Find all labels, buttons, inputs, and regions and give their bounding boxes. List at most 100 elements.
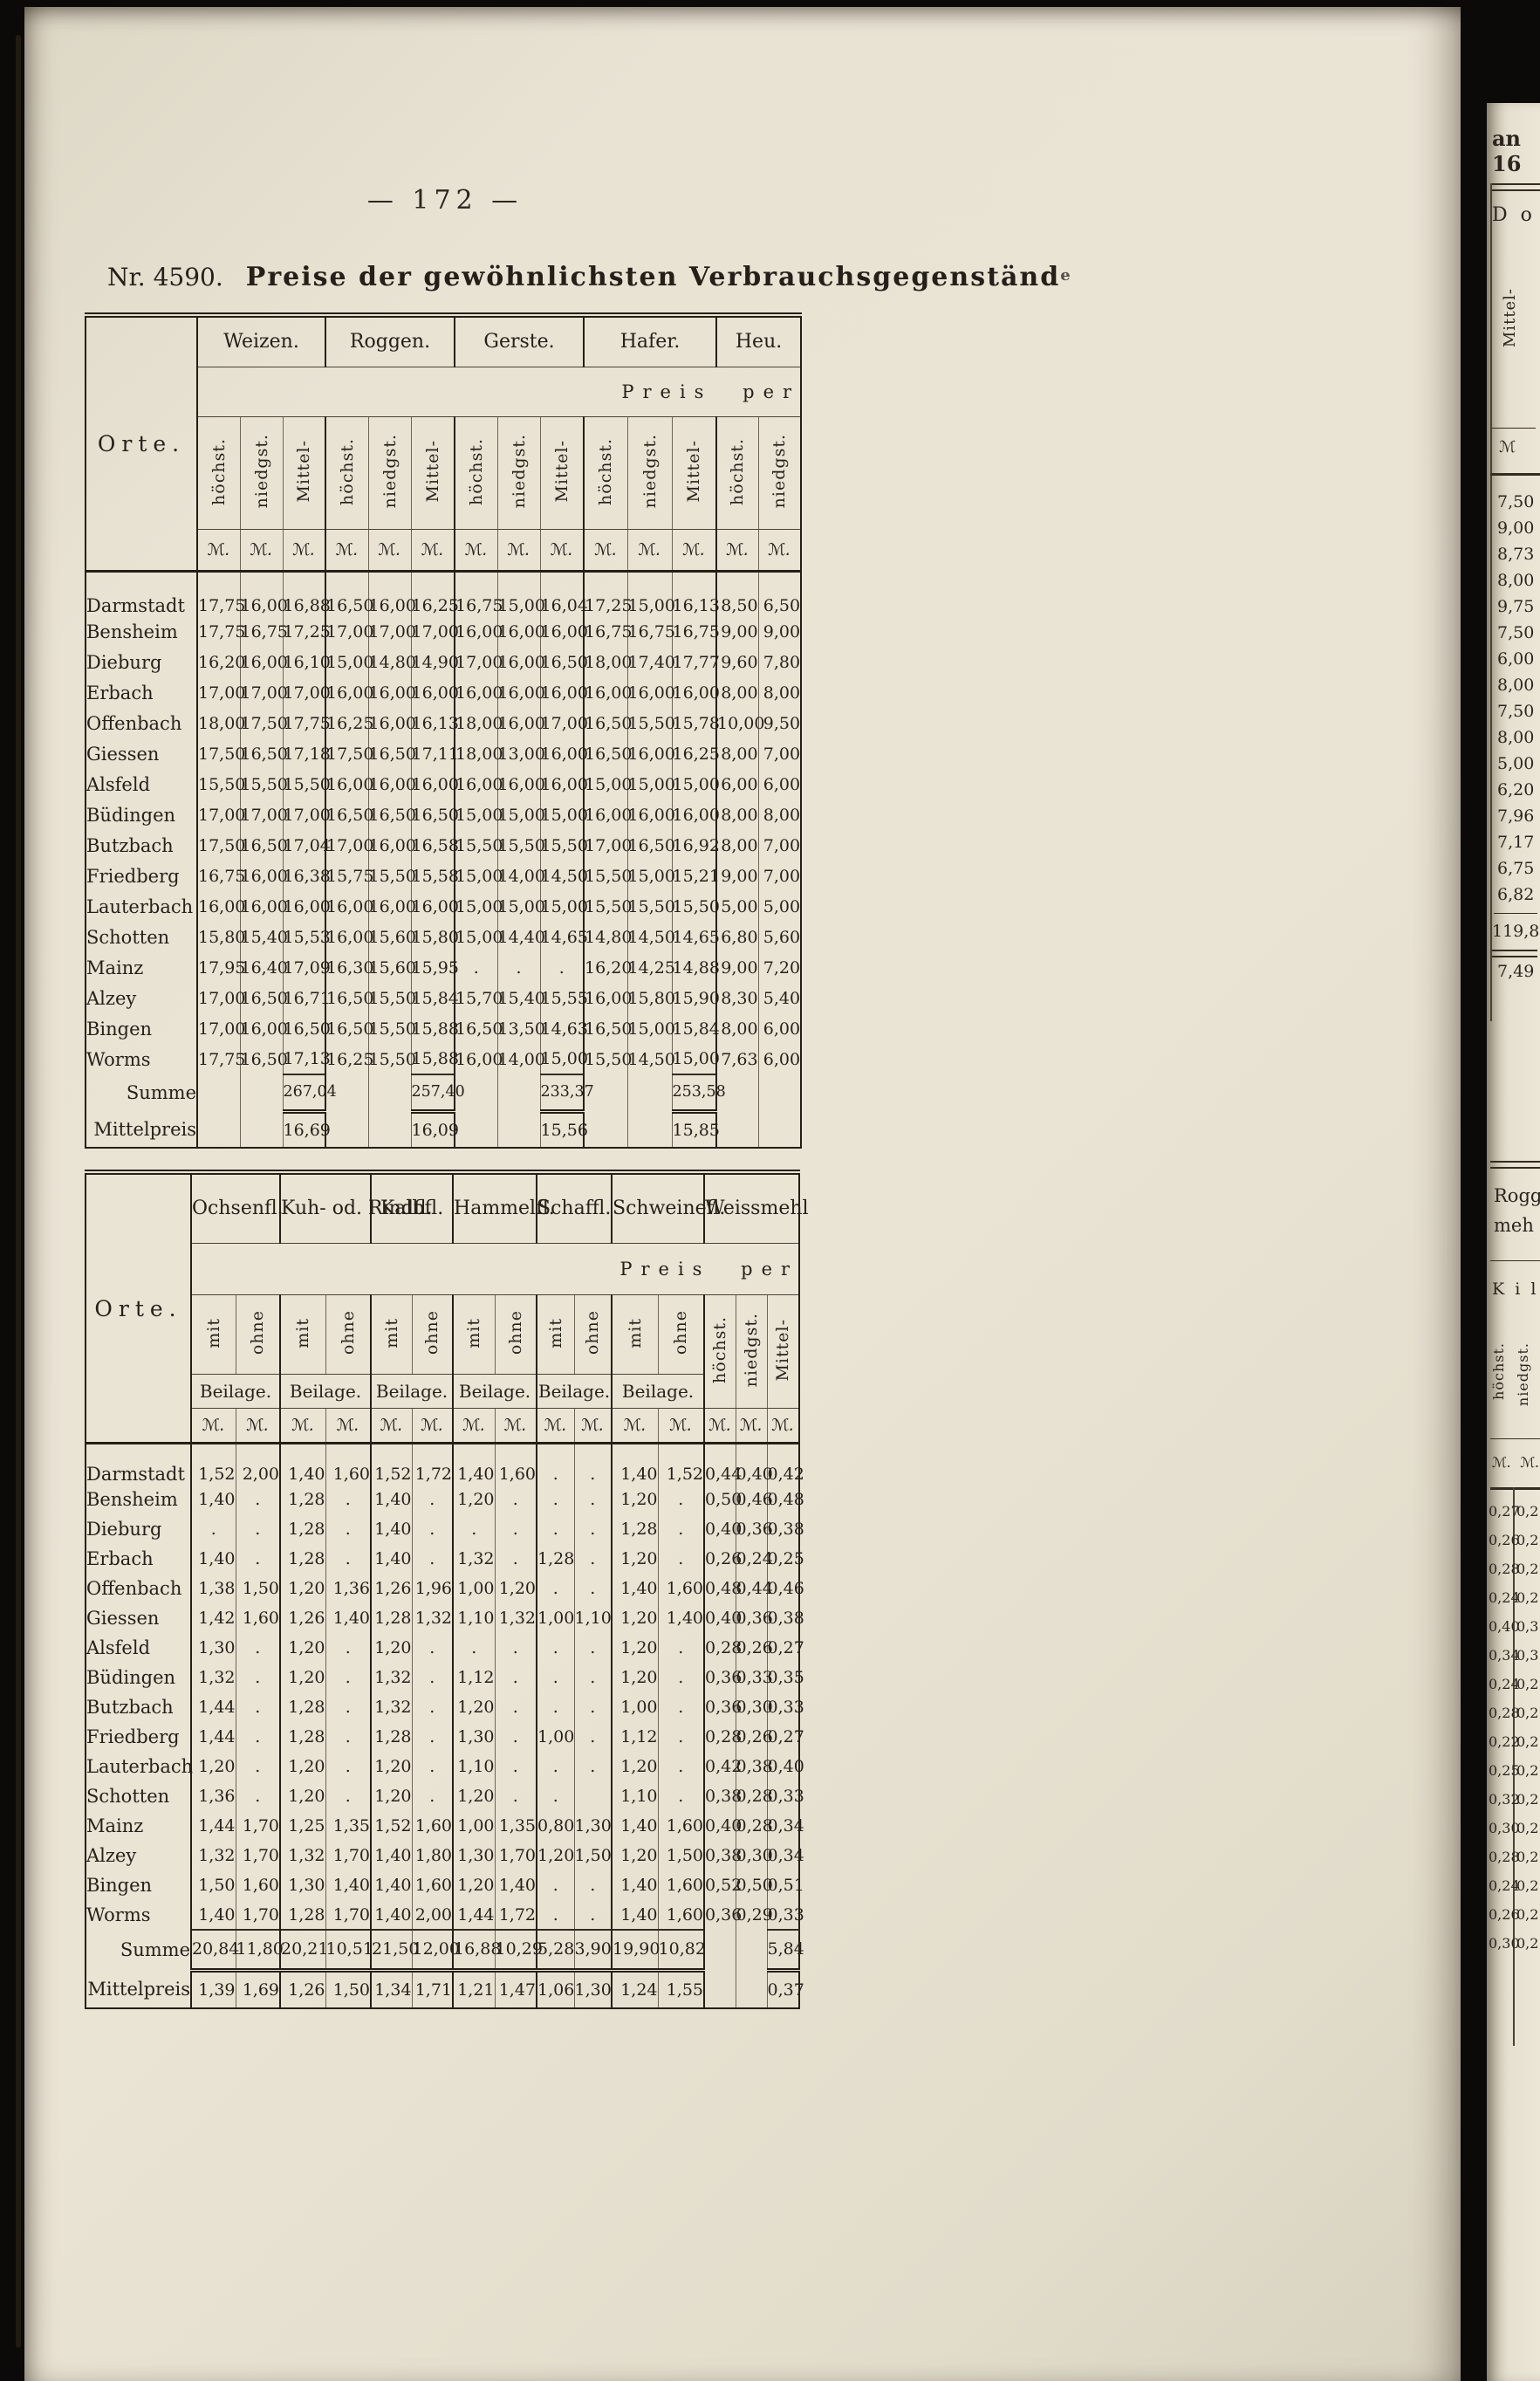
- right-page-rule: [1490, 183, 1540, 191]
- right-page-rule: [1492, 950, 1537, 957]
- currency-header: ℳ.: [410, 529, 455, 573]
- summe-value-cell: 5,28: [536, 1929, 574, 1970]
- value-cell: 16,00: [325, 922, 373, 952]
- value-cell: 1,40: [657, 1603, 705, 1633]
- value-cell: 14,40: [496, 922, 545, 952]
- value-cell: 16,58: [410, 830, 459, 861]
- right-page-rule: [1490, 1487, 1540, 1490]
- value-cell: 0,34: [766, 1841, 804, 1870]
- mittelpreis-value-cell: 16,69: [282, 1108, 331, 1148]
- rotated-column-header: mit: [279, 1294, 326, 1375]
- table-row: Bensheim 17,75 16,75 17,25 17,00 17,00 17,00 16…: [86, 616, 802, 647]
- mark-symbol: ℳ.: [462, 1416, 486, 1435]
- value-cell: 16,50: [325, 571, 373, 616]
- value-cell: 1,10: [452, 1603, 496, 1633]
- value-cell: 8,00: [757, 799, 802, 830]
- right-page-pair-row: 0,250,2: [1489, 1762, 1538, 1779]
- value-cell: 15,00: [454, 922, 503, 952]
- value-cell: 17,00: [454, 647, 503, 677]
- pair-value-1: 0,30: [1489, 1820, 1520, 1836]
- value-cell: 15,40: [239, 922, 288, 952]
- value-cell: 1,40: [198, 1549, 236, 1568]
- summe-value-cell: 10,51: [325, 1929, 373, 1970]
- rotated-column-header: Mittel-: [410, 416, 455, 530]
- value-cell: 17,00: [198, 683, 246, 703]
- value-cell: 1,52: [657, 1443, 705, 1485]
- value-cell: 18,00: [454, 738, 503, 769]
- value-cell: 17,00: [325, 830, 373, 861]
- value-cell: 1,00: [452, 1574, 496, 1603]
- value-cell: 17,50: [198, 744, 246, 764]
- mark-symbol: ℳ.: [335, 540, 359, 559]
- currency-header: ℳ.: [191, 1408, 236, 1444]
- right-page-rule: [1494, 913, 1537, 914]
- currency-header: ℳ.: [494, 1408, 537, 1444]
- table-row: Offenbach 18,00 17,50 17,75 16,25 16,00 16,13 1…: [86, 708, 802, 738]
- value-cell: .: [235, 1663, 281, 1692]
- value-cell: 16,00: [367, 769, 416, 799]
- value-cell: 16,88: [282, 571, 331, 616]
- mittelpreis-value-cell: [325, 1111, 369, 1148]
- value-cell: .: [210, 1520, 216, 1539]
- ort-cell: Büdingen: [86, 799, 198, 830]
- value-cell: 13,50: [496, 1013, 545, 1044]
- currency-header: ℳ.: [539, 529, 585, 573]
- summe-value-cell: 233,37: [539, 1074, 594, 1111]
- mittelpreis-value-cell: [454, 1111, 498, 1148]
- value-cell: 15,00: [626, 861, 675, 891]
- mark-symbol: ℳ.: [726, 540, 749, 559]
- summe-value-cell: [197, 1074, 240, 1111]
- value-cell: 1,40: [494, 1870, 537, 1900]
- value-cell: 17,00: [325, 616, 373, 647]
- mittelpreis-label: Mittelpreis: [86, 1111, 198, 1148]
- value-cell: 9,00: [715, 861, 759, 891]
- value-cell: .: [657, 1633, 705, 1663]
- value-cell: 7,00: [757, 738, 802, 769]
- value-cell: 6,80: [715, 922, 759, 952]
- ort-cell: Butzbach: [86, 1692, 192, 1722]
- value-cell: 15,75: [325, 861, 373, 891]
- summe-value-cell: 20,84: [191, 1929, 239, 1970]
- column-group-header: Gerste.: [454, 315, 585, 367]
- value-cell: 1,12: [611, 1722, 659, 1752]
- value-cell: .: [573, 1485, 613, 1514]
- value-cell: 14,00: [496, 1044, 545, 1074]
- column-group-header: Roggen.: [325, 315, 455, 367]
- rotated-label: höchst.: [728, 437, 748, 505]
- value-cell: 16,50: [583, 738, 632, 769]
- right-page-mittel: 7,49: [1497, 962, 1535, 981]
- summe-value-cell: [583, 1074, 628, 1111]
- value-cell: 15,84: [671, 1013, 720, 1044]
- value-cell: .: [573, 1514, 613, 1544]
- value-cell: 16,50: [325, 1013, 373, 1044]
- ort-cell: Alzey: [86, 1841, 192, 1870]
- value-cell: 15,50: [454, 830, 503, 861]
- rotated-column-header: Mittel-: [282, 416, 326, 530]
- value-cell: 15,00: [539, 799, 588, 830]
- right-page-top-fragment: an 16: [1492, 126, 1522, 176]
- value-cell: 0,26: [735, 1722, 773, 1752]
- value-cell: .: [325, 1485, 372, 1514]
- pair-value-2: 0,2: [1516, 1935, 1539, 1952]
- ort-cell: Worms: [86, 1900, 192, 1930]
- title-suffix: e: [1060, 265, 1071, 285]
- right-page-pair-row: 0,240,2: [1489, 1877, 1538, 1894]
- value-cell: 16,50: [239, 1044, 288, 1074]
- mark-symbol: ℳ.: [739, 1416, 763, 1435]
- value-cell: 1,40: [370, 1485, 413, 1514]
- mark-symbol: ℳ.: [421, 1416, 444, 1435]
- rotated-label: niedgst.: [742, 1312, 762, 1388]
- value-cell: 1,40: [611, 1443, 659, 1485]
- value-cell: 1,42: [198, 1609, 236, 1628]
- value-cell: .: [411, 1544, 454, 1574]
- table-row: Worms 1,40 1,70 1,28 1,70 1,40 2,00 1,44 1,72.. 1…: [86, 1900, 804, 1930]
- value-cell: 0,50: [703, 1485, 742, 1514]
- value-cell: 1,40: [370, 1900, 413, 1930]
- value-cell: 17,13: [282, 1044, 331, 1074]
- value-cell: 15,50: [367, 1013, 416, 1044]
- value-cell: 1,70: [325, 1841, 372, 1870]
- value-cell: 16,00: [367, 571, 416, 616]
- right-page-value: 7,17: [1497, 833, 1535, 852]
- value-cell: 1,28: [370, 1603, 413, 1633]
- value-cell: .: [657, 1752, 705, 1781]
